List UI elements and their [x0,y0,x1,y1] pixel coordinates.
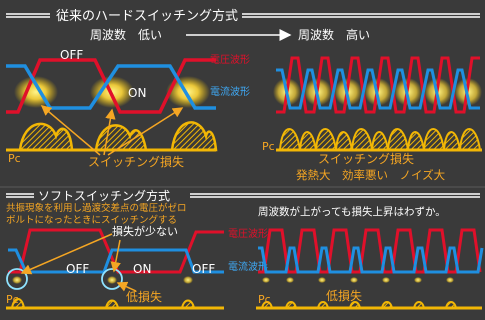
loss-curve-soft-right [256,301,482,310]
desc-line-1: 共振現象を利用し過渡交差点の電圧がゼロ [6,202,187,214]
loss-hump [18,122,74,152]
voltage-wave-label-soft: 電圧波形 [228,227,268,240]
low-loss-label-right: 低損失 [326,288,362,303]
current-waveform-left [6,64,216,110]
loss-hump [170,121,218,152]
zero-cross-highlight [6,268,28,290]
small-loss-arrow [20,233,113,275]
loss-pointer-arrow [107,107,184,156]
switching-loss-label-right: スイッチング損失 [318,151,414,166]
low-loss-arrow [116,281,137,292]
off-label: OFF [60,48,83,62]
current-waveform-soft-right [258,246,484,274]
small-loss-arrow [110,239,121,273]
on-label-soft: ON [133,262,151,276]
off-label-soft-1: OFF [66,262,89,276]
current-waveform-soft-left [8,248,224,274]
loss-curve-soft-left [6,298,224,310]
switching-loss-label-left: スイッチング損失 [88,154,184,169]
loss-hump [386,128,410,151]
current-wave-label: 電流波形 [210,85,250,98]
small-loss-label: 損失が少ない [112,224,178,238]
low-loss-label-left: 低損失 [126,289,162,304]
freq-note: 周波数が上がっても損失上昇はわずか。 [258,205,446,218]
loss-pointer-arrow [40,105,101,156]
loss-hump [406,131,426,151]
loss-hump [334,131,354,151]
pc-label-soft-left: Pc [6,293,19,306]
bottom-title: ソフトスイッチング方式 [38,188,170,203]
problems-label: 発熱大 効率悪い ノイズ大 [296,168,446,182]
current-waveform-right [276,68,480,110]
loss-glows-soft-right [262,277,454,283]
voltage-waveform-soft-right [258,228,482,274]
voltage-waveform-right [276,56,480,114]
top-section: 従来のハードスイッチング方式 周波数 低い 周波数 高い OFF ON 電圧波形… [6,8,482,182]
pc-label-left: Pc [8,152,21,165]
loss-curve-right [276,128,482,152]
freq-low-label: 周波数 低い [90,27,162,42]
loss-hump [350,128,374,151]
loss-hump [458,128,482,151]
voltage-wave-label: 電圧波形 [210,53,250,66]
current-wave-label-soft: 電流波形 [228,260,268,273]
freq-high-label: 周波数 高い [298,27,370,42]
loss-hump [422,128,446,151]
loss-glow [166,76,210,108]
pc-label-right: Pc [262,140,275,153]
desc-line-2: ボルトになったときにスイッチングする [6,214,177,226]
on-label: ON [128,86,146,100]
loss-hump [314,128,338,151]
loss-hump [370,131,390,151]
loss-hump [442,131,462,151]
top-title: 従来のハードスイッチング方式 [56,8,238,24]
off-label-soft-2: OFF [192,262,215,276]
loss-hump [278,128,302,151]
voltage-waveform-left [6,58,216,114]
loss-hump [298,131,318,151]
bottom-section: ソフトスイッチング方式 共振現象を利用し過渡交差点の電圧がゼロ ボルトになったと… [6,188,484,310]
pc-label-soft-right: Pc [258,293,271,306]
loss-curve-left [6,121,218,152]
loss-pointer-arrow [103,108,116,156]
